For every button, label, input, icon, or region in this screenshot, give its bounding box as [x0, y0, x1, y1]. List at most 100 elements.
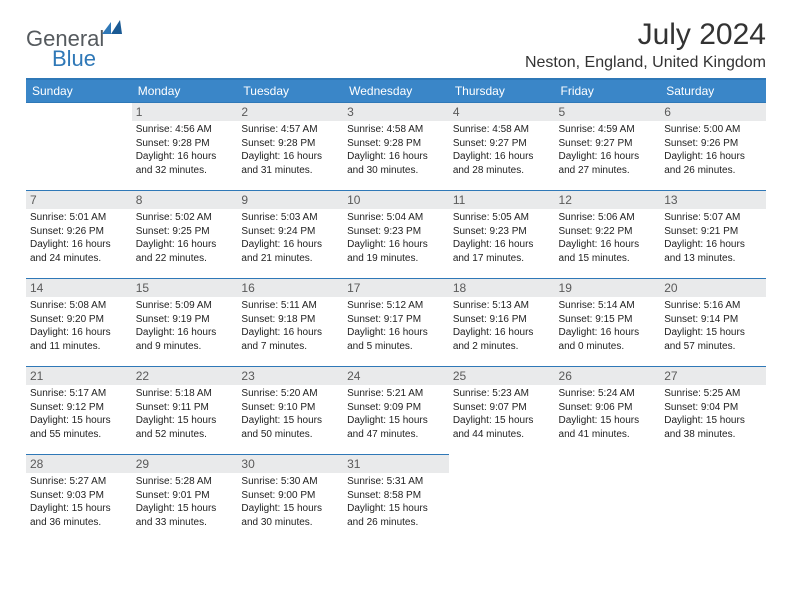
- day-cell: 17 Sunrise: 5:12 AMSunset: 9:17 PMDayligh…: [343, 278, 449, 366]
- day-number: 20: [660, 279, 766, 297]
- day-details: Sunrise: 5:01 AMSunset: 9:26 PMDaylight:…: [30, 211, 128, 265]
- day-details: Sunrise: 5:13 AMSunset: 9:16 PMDaylight:…: [453, 299, 551, 353]
- weekday-header: Wednesday: [343, 80, 449, 102]
- day-cell: 15Sunrise: 5:09 AMSunset: 9:19 PMDayligh…: [132, 278, 238, 366]
- day-cell: 22 Sunrise: 5:18 AMSunset: 9:11 PMDayligh…: [132, 366, 238, 454]
- day-cell: 26Sunrise: 5:24 AMSunset: 9:06 PMDayligh…: [555, 366, 661, 454]
- day-cell: 12 Sunrise: 5:06 AMSunset: 9:22 PMDayligh…: [555, 190, 661, 278]
- day-details: Sunrise: 5:31 AMSunset: 8:58 PMDaylight:…: [347, 475, 445, 529]
- day-number: 4: [449, 103, 555, 121]
- day-number: 23: [237, 367, 343, 385]
- day-details: Sunrise: 5:14 AMSunset: 9:15 PMDaylight:…: [559, 299, 657, 353]
- day-cell: 2Sunrise: 4:57 AMSunset: 9:28 PMDaylight…: [237, 102, 343, 190]
- day-cell: 27 Sunrise: 5:25 AMSunset: 9:04 PMDayligh…: [660, 366, 766, 454]
- day-number: 17: [343, 279, 449, 297]
- weekday-header: Tuesday: [237, 80, 343, 102]
- day-details: Sunrise: 5:23 AMSunset: 9:07 PMDaylight:…: [453, 387, 551, 441]
- brand-mark-icon: [102, 20, 122, 34]
- day-cell: 24 Sunrise: 5:21 AMSunset: 9:09 PMDayligh…: [343, 366, 449, 454]
- day-number: 7: [26, 191, 132, 209]
- calendar-row: 14 Sunrise: 5:08 AMSunset: 9:20 PMDayligh…: [26, 278, 766, 366]
- brand-logo: General Blue: [26, 18, 122, 72]
- weekday-header: Friday: [555, 80, 661, 102]
- day-details: Sunrise: 5:21 AMSunset: 9:09 PMDaylight:…: [347, 387, 445, 441]
- empty-cell: [26, 102, 132, 190]
- day-number: 5: [555, 103, 661, 121]
- month-title: July 2024: [525, 18, 766, 52]
- day-number: 22: [132, 367, 238, 385]
- day-number: 8: [132, 191, 238, 209]
- day-details: Sunrise: 5:08 AMSunset: 9:20 PMDaylight:…: [30, 299, 128, 353]
- day-cell: 11Sunrise: 5:05 AMSunset: 9:23 PMDayligh…: [449, 190, 555, 278]
- day-number: 21: [26, 367, 132, 385]
- day-cell: 5 Sunrise: 4:59 AMSunset: 9:27 PMDaylight…: [555, 102, 661, 190]
- calendar-row: 7 Sunrise: 5:01 AMSunset: 9:26 PMDaylight…: [26, 190, 766, 278]
- empty-cell: [555, 454, 661, 542]
- day-cell: 3 Sunrise: 4:58 AMSunset: 9:28 PMDaylight…: [343, 102, 449, 190]
- day-cell: 28 Sunrise: 5:27 AMSunset: 9:03 PMDayligh…: [26, 454, 132, 542]
- day-details: Sunrise: 4:59 AMSunset: 9:27 PMDaylight:…: [559, 123, 657, 177]
- day-cell: 8 Sunrise: 5:02 AMSunset: 9:25 PMDaylight…: [132, 190, 238, 278]
- weekday-header: Thursday: [449, 80, 555, 102]
- day-cell: 21 Sunrise: 5:17 AMSunset: 9:12 PMDayligh…: [26, 366, 132, 454]
- empty-cell: [660, 454, 766, 542]
- day-number: 30: [237, 455, 343, 473]
- day-cell: 25 Sunrise: 5:23 AMSunset: 9:07 PMDayligh…: [449, 366, 555, 454]
- day-details: Sunrise: 5:24 AMSunset: 9:06 PMDaylight:…: [559, 387, 657, 441]
- day-number: 31: [343, 455, 449, 473]
- day-number: 25: [449, 367, 555, 385]
- day-number: 1: [132, 103, 238, 121]
- brand-part2: Blue: [52, 46, 96, 72]
- day-number: 9: [237, 191, 343, 209]
- day-details: Sunrise: 4:58 AMSunset: 9:28 PMDaylight:…: [347, 123, 445, 177]
- day-details: Sunrise: 5:05 AMSunset: 9:23 PMDaylight:…: [453, 211, 551, 265]
- day-details: Sunrise: 5:30 AMSunset: 9:00 PMDaylight:…: [241, 475, 339, 529]
- day-details: Sunrise: 5:06 AMSunset: 9:22 PMDaylight:…: [559, 211, 657, 265]
- day-number: 3: [343, 103, 449, 121]
- day-number: 14: [26, 279, 132, 297]
- day-details: Sunrise: 5:20 AMSunset: 9:10 PMDaylight:…: [241, 387, 339, 441]
- day-details: Sunrise: 5:00 AMSunset: 9:26 PMDaylight:…: [664, 123, 762, 177]
- calendar-row: 21 Sunrise: 5:17 AMSunset: 9:12 PMDayligh…: [26, 366, 766, 454]
- day-cell: 4 Sunrise: 4:58 AMSunset: 9:27 PMDaylight…: [449, 102, 555, 190]
- day-cell: 9Sunrise: 5:03 AMSunset: 9:24 PMDaylight…: [237, 190, 343, 278]
- day-number: 24: [343, 367, 449, 385]
- day-number: 29: [132, 455, 238, 473]
- weekday-header-row: SundayMondayTuesdayWednesdayThursdayFrid…: [26, 80, 766, 102]
- day-number: 18: [449, 279, 555, 297]
- day-number: 27: [660, 367, 766, 385]
- day-number: 28: [26, 455, 132, 473]
- day-number: 2: [237, 103, 343, 121]
- day-cell: 7 Sunrise: 5:01 AMSunset: 9:26 PMDaylight…: [26, 190, 132, 278]
- day-details: Sunrise: 5:18 AMSunset: 9:11 PMDaylight:…: [136, 387, 234, 441]
- day-details: Sunrise: 5:25 AMSunset: 9:04 PMDaylight:…: [664, 387, 762, 441]
- day-cell: 20Sunrise: 5:16 AMSunset: 9:14 PMDayligh…: [660, 278, 766, 366]
- day-cell: 30 Sunrise: 5:30 AMSunset: 9:00 PMDayligh…: [237, 454, 343, 542]
- day-number: 13: [660, 191, 766, 209]
- day-cell: 14 Sunrise: 5:08 AMSunset: 9:20 PMDayligh…: [26, 278, 132, 366]
- day-details: Sunrise: 5:02 AMSunset: 9:25 PMDaylight:…: [136, 211, 234, 265]
- day-cell: 16Sunrise: 5:11 AMSunset: 9:18 PMDayligh…: [237, 278, 343, 366]
- day-details: Sunrise: 4:58 AMSunset: 9:27 PMDaylight:…: [453, 123, 551, 177]
- day-details: Sunrise: 5:07 AMSunset: 9:21 PMDaylight:…: [664, 211, 762, 265]
- day-details: Sunrise: 5:27 AMSunset: 9:03 PMDaylight:…: [30, 475, 128, 529]
- day-cell: 1 Sunrise: 4:56 AMSunset: 9:28 PMDaylight…: [132, 102, 238, 190]
- calendar-row: 28 Sunrise: 5:27 AMSunset: 9:03 PMDayligh…: [26, 454, 766, 542]
- weekday-header: Monday: [132, 80, 238, 102]
- day-number: 10: [343, 191, 449, 209]
- day-number: 15: [132, 279, 238, 297]
- day-cell: 29Sunrise: 5:28 AMSunset: 9:01 PMDayligh…: [132, 454, 238, 542]
- location-text: Neston, England, United Kingdom: [525, 54, 766, 72]
- calendar-table: SundayMondayTuesdayWednesdayThursdayFrid…: [26, 80, 766, 542]
- calendar-body: 1 Sunrise: 4:56 AMSunset: 9:28 PMDaylight…: [26, 102, 766, 542]
- weekday-header: Sunday: [26, 80, 132, 102]
- empty-cell: [449, 454, 555, 542]
- day-details: Sunrise: 4:56 AMSunset: 9:28 PMDaylight:…: [136, 123, 234, 177]
- day-number: 19: [555, 279, 661, 297]
- day-cell: 10 Sunrise: 5:04 AMSunset: 9:23 PMDayligh…: [343, 190, 449, 278]
- day-details: Sunrise: 5:04 AMSunset: 9:23 PMDaylight:…: [347, 211, 445, 265]
- day-cell: 23 Sunrise: 5:20 AMSunset: 9:10 PMDayligh…: [237, 366, 343, 454]
- day-details: Sunrise: 5:17 AMSunset: 9:12 PMDaylight:…: [30, 387, 128, 441]
- day-number: 12: [555, 191, 661, 209]
- day-details: Sunrise: 5:12 AMSunset: 9:17 PMDaylight:…: [347, 299, 445, 353]
